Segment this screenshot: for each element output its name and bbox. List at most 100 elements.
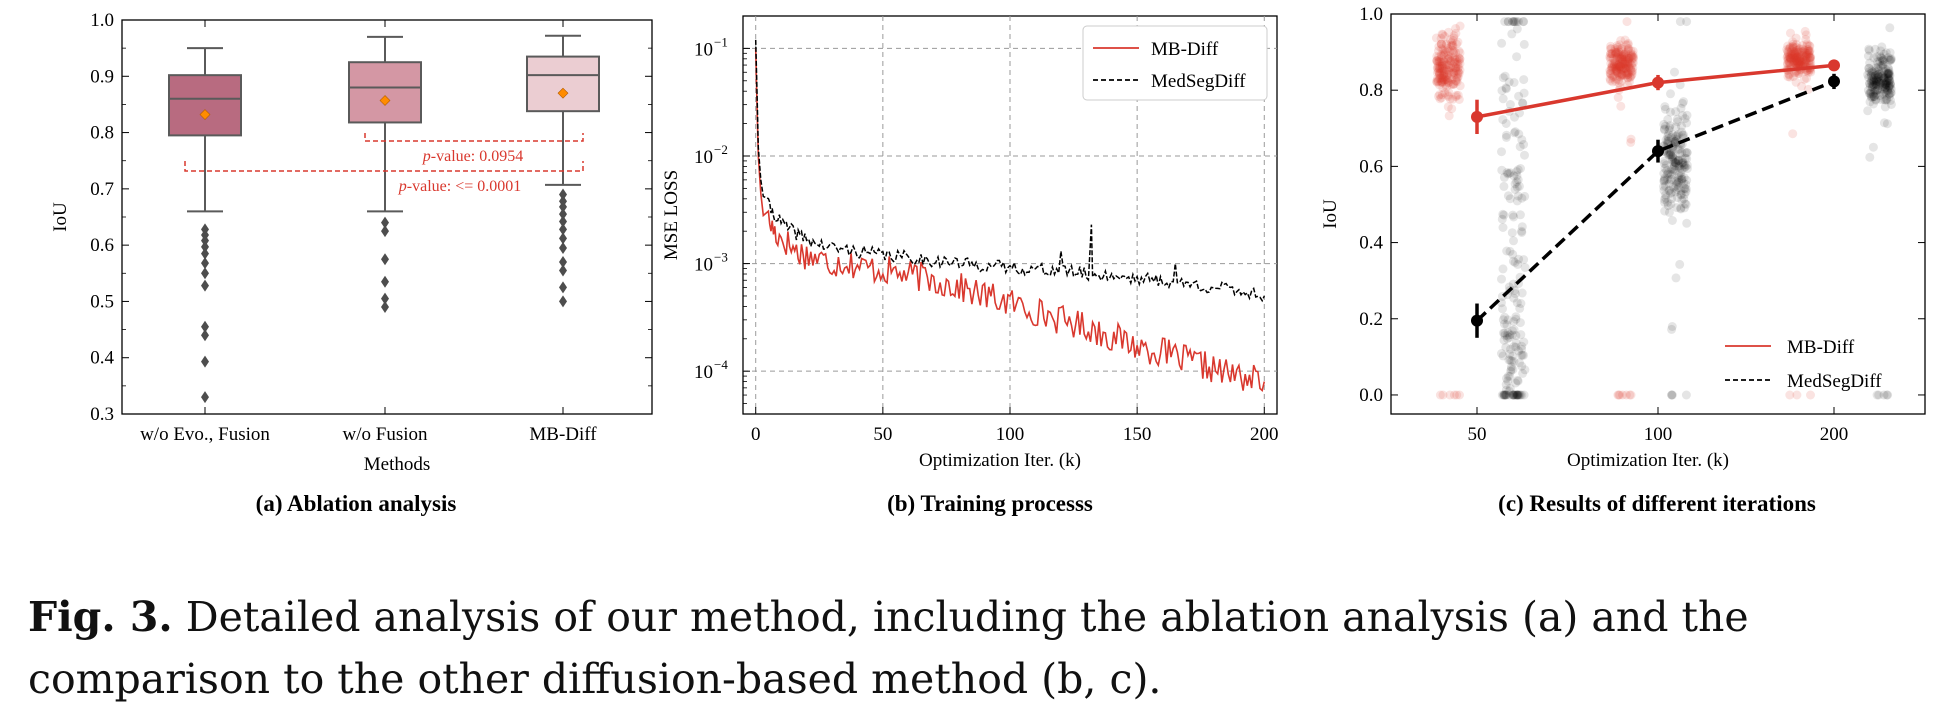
strip-point bbox=[1805, 46, 1815, 56]
strip-point bbox=[1788, 72, 1798, 81]
y-tick-label: 0.4 bbox=[1359, 233, 1383, 254]
strip-point bbox=[1606, 41, 1616, 51]
strip-point bbox=[1437, 64, 1446, 73]
strip-point bbox=[1626, 134, 1636, 144]
strip-point bbox=[1616, 54, 1626, 64]
strip-point bbox=[1515, 142, 1525, 152]
strip-point bbox=[1439, 69, 1449, 79]
strip-point bbox=[1453, 37, 1463, 47]
series-line-medsegdiff bbox=[1475, 79, 1835, 322]
strip-point bbox=[1881, 64, 1890, 74]
strip-point bbox=[1873, 57, 1883, 67]
strip-point bbox=[1883, 87, 1893, 97]
strip-point bbox=[1509, 128, 1519, 138]
strip-point bbox=[1661, 135, 1671, 145]
strip-point bbox=[1865, 88, 1874, 98]
strip-point bbox=[1624, 69, 1633, 79]
strip-point bbox=[1867, 77, 1877, 87]
strip-point bbox=[1680, 160, 1690, 170]
outlier-point bbox=[381, 275, 389, 288]
strip-point bbox=[1514, 254, 1524, 264]
strip-point bbox=[1884, 81, 1894, 91]
strip-point bbox=[1455, 65, 1465, 75]
strip-point bbox=[1455, 54, 1465, 64]
strip-point bbox=[1609, 72, 1619, 81]
strip-point bbox=[1605, 66, 1615, 75]
strip-point bbox=[1436, 39, 1446, 49]
strip-point bbox=[1513, 375, 1522, 385]
strip-point bbox=[1796, 47, 1805, 57]
strip-point bbox=[1672, 131, 1682, 141]
strip-point bbox=[1625, 390, 1635, 400]
strip-point bbox=[1519, 17, 1529, 27]
strip-point bbox=[1622, 58, 1632, 68]
strip-point bbox=[1682, 154, 1692, 164]
strip-point bbox=[1454, 56, 1464, 66]
strip-point bbox=[1606, 49, 1616, 59]
strip-point bbox=[1623, 55, 1633, 65]
strip-point bbox=[1875, 69, 1885, 78]
strip-point bbox=[1676, 103, 1686, 113]
strip-point bbox=[1610, 44, 1620, 54]
strip-point bbox=[1448, 52, 1458, 62]
strip-point bbox=[1870, 71, 1880, 81]
strip-point bbox=[1785, 42, 1795, 52]
strip-point bbox=[1508, 17, 1518, 27]
strip-point bbox=[1612, 64, 1622, 74]
strip-point bbox=[1438, 66, 1447, 76]
strip-point bbox=[1497, 165, 1507, 175]
strip-point bbox=[1679, 179, 1689, 188]
strip-point bbox=[1879, 95, 1889, 105]
series-line-mb-diff bbox=[754, 48, 1266, 393]
strip-point bbox=[1627, 50, 1636, 60]
strip-point bbox=[1863, 51, 1873, 61]
strip-point bbox=[1790, 55, 1800, 65]
strip-point bbox=[1782, 52, 1792, 62]
strip-point bbox=[1667, 194, 1677, 204]
strip-point bbox=[1509, 357, 1519, 366]
strip-point bbox=[1520, 263, 1530, 272]
y-axis-label: MSE LOSS bbox=[661, 170, 682, 260]
strip-point bbox=[1628, 46, 1638, 56]
strip-point bbox=[1667, 154, 1677, 164]
strip-point bbox=[1883, 53, 1893, 63]
strip-point bbox=[1436, 76, 1446, 86]
strip-point bbox=[1673, 173, 1683, 183]
strip-point bbox=[1444, 87, 1454, 97]
strip-point bbox=[1434, 42, 1444, 51]
strip-point bbox=[1454, 46, 1464, 56]
strip-point bbox=[1868, 89, 1878, 99]
strip-point bbox=[1790, 53, 1799, 63]
strip-point bbox=[1667, 390, 1677, 400]
x-axis-label: Methods bbox=[364, 454, 431, 475]
strip-point bbox=[1671, 158, 1681, 168]
strip-point bbox=[1678, 130, 1688, 140]
strip-point bbox=[1435, 90, 1445, 100]
strip-point bbox=[1621, 48, 1631, 58]
strip-point bbox=[1517, 361, 1527, 371]
strip-point bbox=[1610, 58, 1620, 68]
strip-point bbox=[1675, 80, 1685, 90]
strip-point bbox=[1454, 69, 1464, 78]
strip-point bbox=[1432, 51, 1442, 61]
strip-point bbox=[1865, 89, 1875, 99]
strip-point bbox=[1884, 89, 1894, 99]
strip-point bbox=[1877, 69, 1886, 79]
strip-point bbox=[1878, 60, 1887, 70]
strip-point bbox=[1435, 80, 1445, 90]
strip-point bbox=[1605, 53, 1615, 63]
p-symbol: p bbox=[398, 178, 407, 195]
strip-point bbox=[1439, 56, 1449, 66]
strip-point bbox=[1510, 185, 1520, 194]
strip-point bbox=[1797, 55, 1807, 65]
strip-point bbox=[1432, 56, 1442, 66]
strip-point bbox=[1452, 73, 1462, 83]
strip-point bbox=[1873, 72, 1883, 82]
strip-point bbox=[1881, 87, 1891, 97]
strip-point bbox=[1499, 172, 1509, 182]
strip-point bbox=[1804, 53, 1814, 62]
strip-point bbox=[1520, 150, 1529, 160]
strip-point bbox=[1508, 390, 1518, 400]
strip-point bbox=[1432, 68, 1442, 78]
strip-point bbox=[1446, 63, 1456, 73]
